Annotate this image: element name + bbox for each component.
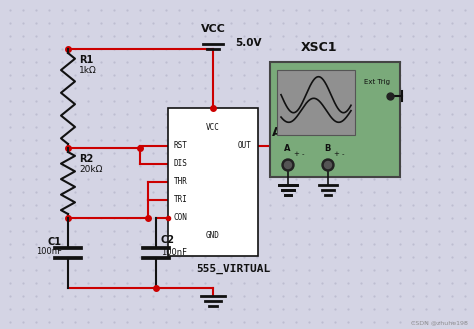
Circle shape <box>282 159 294 171</box>
Text: TRI: TRI <box>174 195 188 205</box>
Circle shape <box>322 159 334 171</box>
Text: -: - <box>342 151 345 157</box>
Circle shape <box>284 162 292 168</box>
Text: R1: R1 <box>79 55 93 65</box>
Text: OUT: OUT <box>238 141 252 150</box>
Text: C1: C1 <box>48 237 62 247</box>
Text: 20kΩ: 20kΩ <box>79 165 102 174</box>
Text: -: - <box>302 151 304 157</box>
Text: GND: GND <box>206 232 220 240</box>
Bar <box>277 70 355 135</box>
Bar <box>168 108 258 256</box>
Text: +: + <box>333 151 339 157</box>
Text: 100nF: 100nF <box>36 247 62 256</box>
Text: 1kΩ: 1kΩ <box>79 66 97 75</box>
Text: VCC: VCC <box>206 123 220 133</box>
Text: XSC1: XSC1 <box>301 41 337 54</box>
Text: A: A <box>284 144 291 153</box>
Text: Ext Trig: Ext Trig <box>364 79 390 85</box>
Text: 555_VIRTUAL: 555_VIRTUAL <box>196 264 270 274</box>
Text: CON: CON <box>174 214 188 222</box>
Text: 5.0V: 5.0V <box>235 38 262 48</box>
Text: C2: C2 <box>161 236 175 245</box>
Text: RST: RST <box>174 141 188 150</box>
Text: +: + <box>293 151 299 157</box>
Text: B: B <box>324 144 330 153</box>
Text: VCC: VCC <box>201 24 226 34</box>
Text: A1: A1 <box>272 126 291 139</box>
Text: 100nF: 100nF <box>161 248 187 257</box>
Text: THR: THR <box>174 178 188 187</box>
Text: DIS: DIS <box>174 160 188 168</box>
Text: CSDN @zhuhe198: CSDN @zhuhe198 <box>411 320 468 325</box>
Circle shape <box>325 162 331 168</box>
Bar <box>270 62 400 177</box>
Text: R2: R2 <box>79 154 93 164</box>
